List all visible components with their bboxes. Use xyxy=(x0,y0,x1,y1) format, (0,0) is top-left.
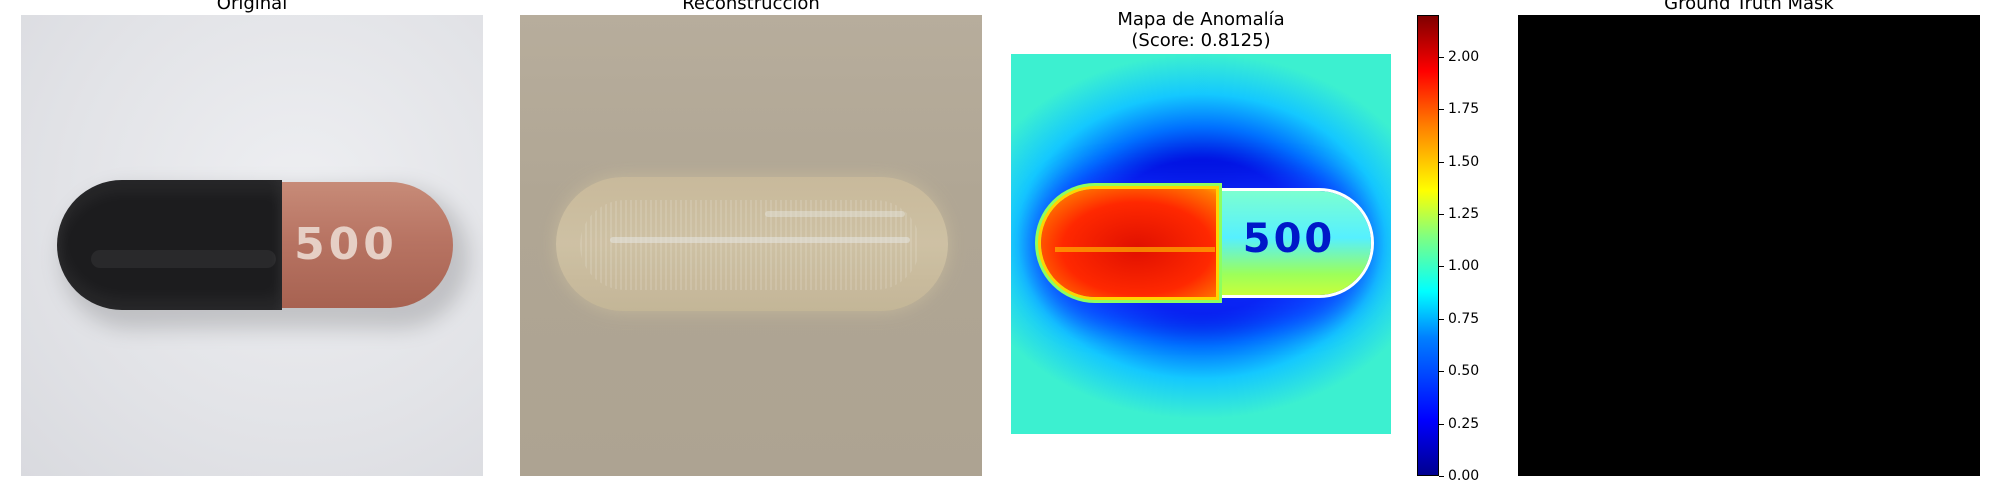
colorbar-tick-label: 1.00 xyxy=(1448,258,1480,274)
original-image: 500 xyxy=(21,15,483,476)
anomaly-capsule-left xyxy=(1041,189,1216,297)
anomaly-map-title: Mapa de Anomalía xyxy=(1117,9,1285,30)
anomaly-seam xyxy=(1055,247,1215,252)
colorbar-tick-label: 2.00 xyxy=(1448,49,1480,65)
capsule-red-half xyxy=(257,182,453,308)
anomaly-capsule-right xyxy=(1206,191,1371,295)
colorbar-tick xyxy=(1439,162,1444,163)
capsule-highlight xyxy=(91,250,276,268)
colorbar-tick xyxy=(1439,57,1444,58)
reconstruction-streak xyxy=(610,237,910,243)
colorbar-tick xyxy=(1439,266,1444,267)
colorbar-tick xyxy=(1439,214,1444,215)
reconstruction-texture xyxy=(580,200,920,290)
reconstruction-title: Reconstrucción xyxy=(682,0,820,14)
colorbar-tick xyxy=(1439,424,1444,425)
colorbar-tick-label: 1.25 xyxy=(1448,206,1480,222)
reconstruction-streak xyxy=(765,211,905,217)
reconstructed-capsule xyxy=(556,177,948,311)
colorbar-tick xyxy=(1439,319,1444,320)
colorbar-tick-label: 0.50 xyxy=(1448,363,1480,379)
ground-truth-title: Ground Truth Mask xyxy=(1664,0,1834,14)
colorbar xyxy=(1417,15,1439,476)
capsule-dark-half xyxy=(57,180,282,310)
colorbar-tick xyxy=(1439,476,1444,477)
anomaly-print: 500 xyxy=(1242,216,1336,262)
anomaly-score-label: (Score: 0.8125) xyxy=(1131,30,1271,51)
colorbar-tick-label: 1.50 xyxy=(1448,154,1480,170)
reconstruction-image xyxy=(520,15,982,476)
colorbar-tick-label: 1.75 xyxy=(1448,101,1480,117)
colorbar-tick-label: 0.00 xyxy=(1448,468,1480,484)
colorbar-tick-label: 0.75 xyxy=(1448,311,1480,327)
capsule-print: 500 xyxy=(294,219,398,270)
colorbar-tick xyxy=(1439,371,1444,372)
colorbar-tick-label: 0.25 xyxy=(1448,416,1480,432)
anomaly-map-image: 500 xyxy=(1011,54,1391,434)
colorbar-tick xyxy=(1439,109,1444,110)
ground-truth-mask-image xyxy=(1518,15,1980,476)
original-title: Original xyxy=(216,0,288,14)
